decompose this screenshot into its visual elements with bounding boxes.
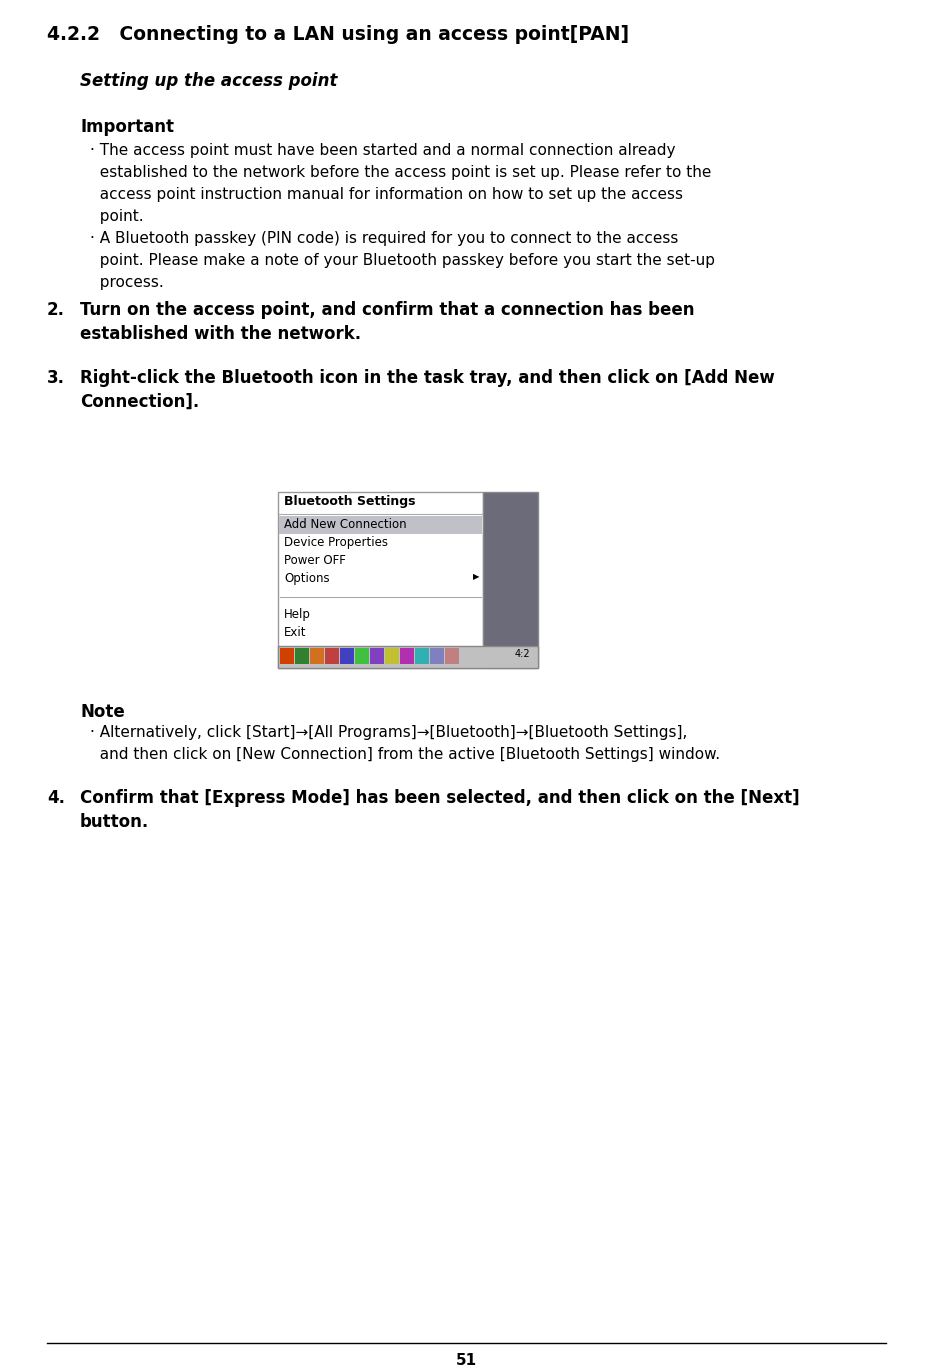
Text: Power OFF: Power OFF (284, 553, 346, 567)
Bar (278, 492, 483, 669)
Text: process.: process. (90, 275, 164, 290)
Text: 3.: 3. (47, 369, 65, 386)
Text: Device Properties: Device Properties (284, 536, 388, 549)
Text: 4.2.2   Connecting to a LAN using an access point[PAN]: 4.2.2 Connecting to a LAN using an acces… (47, 25, 629, 44)
Text: 2.: 2. (47, 301, 65, 319)
Bar (400, 648, 414, 664)
Text: Bluetooth Settings: Bluetooth Settings (284, 495, 415, 508)
Bar (415, 648, 429, 664)
Bar (385, 648, 399, 664)
Bar (310, 648, 324, 664)
Text: established with the network.: established with the network. (80, 325, 361, 342)
Text: Help: Help (284, 608, 311, 621)
Text: access point instruction manual for information on how to set up the access: access point instruction manual for info… (90, 186, 683, 201)
Text: Turn on the access point, and confirm that a connection has been: Turn on the access point, and confirm th… (80, 301, 694, 319)
Text: established to the network before the access point is set up. Please refer to th: established to the network before the ac… (90, 164, 711, 179)
Bar (483, 492, 538, 669)
Text: Note: Note (80, 703, 125, 721)
Text: · Alternatively, click [Start]→[All Programs]→[Bluetooth]→[Bluetooth Settings],: · Alternatively, click [Start]→[All Prog… (90, 725, 688, 740)
Bar (279, 516, 482, 534)
Text: and then click on [New Connection] from the active [Bluetooth Settings] window.: and then click on [New Connection] from … (90, 747, 720, 762)
Bar (340, 648, 354, 664)
Text: Setting up the access point: Setting up the access point (80, 73, 338, 90)
Bar (278, 647, 538, 669)
Text: Important: Important (80, 118, 174, 136)
Bar (280, 648, 294, 664)
Text: point.: point. (90, 210, 144, 225)
Text: ▶: ▶ (473, 573, 480, 581)
Bar (445, 648, 459, 664)
Text: 4.: 4. (47, 789, 65, 807)
Text: Confirm that [Express Mode] has been selected, and then click on the [Next]: Confirm that [Express Mode] has been sel… (80, 789, 800, 807)
Text: Options: Options (284, 573, 329, 585)
Text: Right-click the Bluetooth icon in the task tray, and then click on [Add New: Right-click the Bluetooth icon in the ta… (80, 369, 774, 386)
Text: 4:2: 4:2 (514, 649, 530, 659)
Bar (295, 648, 309, 664)
Text: 51: 51 (455, 1354, 477, 1369)
Bar (355, 648, 369, 664)
Bar (430, 648, 444, 664)
Text: Exit: Exit (284, 626, 307, 638)
Text: · The access point must have been started and a normal connection already: · The access point must have been starte… (90, 142, 675, 158)
Bar (325, 648, 339, 664)
Bar (370, 648, 384, 664)
Text: button.: button. (80, 812, 149, 832)
Text: point. Please make a note of your Bluetooth passkey before you start the set-up: point. Please make a note of your Blueto… (90, 253, 715, 269)
Text: Connection].: Connection]. (80, 393, 200, 411)
Text: · A Bluetooth passkey (PIN code) is required for you to connect to the access: · A Bluetooth passkey (PIN code) is requ… (90, 232, 678, 247)
Text: Add New Connection: Add New Connection (284, 518, 407, 532)
